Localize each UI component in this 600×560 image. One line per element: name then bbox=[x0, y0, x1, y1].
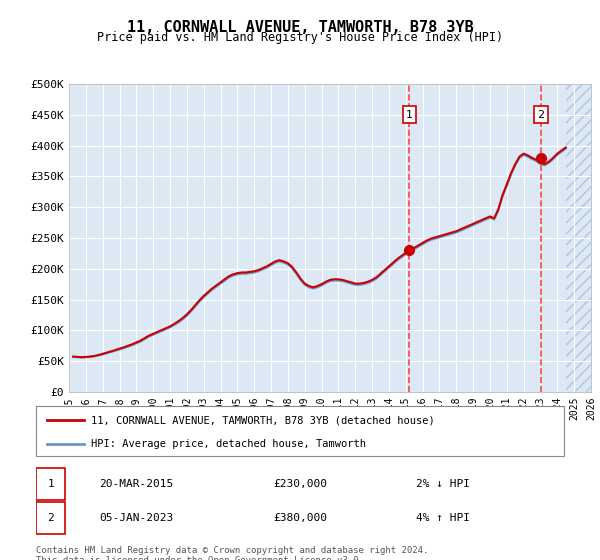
Text: 2: 2 bbox=[538, 110, 545, 120]
FancyBboxPatch shape bbox=[36, 406, 564, 456]
FancyBboxPatch shape bbox=[36, 468, 65, 500]
Text: 2% ↓ HPI: 2% ↓ HPI bbox=[416, 479, 470, 489]
Bar bbox=[566, 84, 591, 392]
Text: £230,000: £230,000 bbox=[274, 479, 328, 489]
FancyBboxPatch shape bbox=[36, 502, 65, 534]
Text: 1: 1 bbox=[406, 110, 413, 120]
Text: HPI: Average price, detached house, Tamworth: HPI: Average price, detached house, Tamw… bbox=[91, 439, 367, 449]
Text: 11, CORNWALL AVENUE, TAMWORTH, B78 3YB: 11, CORNWALL AVENUE, TAMWORTH, B78 3YB bbox=[127, 20, 473, 35]
Text: £380,000: £380,000 bbox=[274, 513, 328, 523]
Text: 05-JAN-2023: 05-JAN-2023 bbox=[100, 513, 173, 523]
Text: Price paid vs. HM Land Registry's House Price Index (HPI): Price paid vs. HM Land Registry's House … bbox=[97, 31, 503, 44]
Text: 2: 2 bbox=[47, 513, 54, 523]
Text: 11, CORNWALL AVENUE, TAMWORTH, B78 3YB (detached house): 11, CORNWALL AVENUE, TAMWORTH, B78 3YB (… bbox=[91, 415, 435, 425]
Text: 4% ↑ HPI: 4% ↑ HPI bbox=[416, 513, 470, 523]
Text: Contains HM Land Registry data © Crown copyright and database right 2024.
This d: Contains HM Land Registry data © Crown c… bbox=[36, 546, 428, 560]
Text: 1: 1 bbox=[47, 479, 54, 489]
Text: 20-MAR-2015: 20-MAR-2015 bbox=[100, 479, 173, 489]
